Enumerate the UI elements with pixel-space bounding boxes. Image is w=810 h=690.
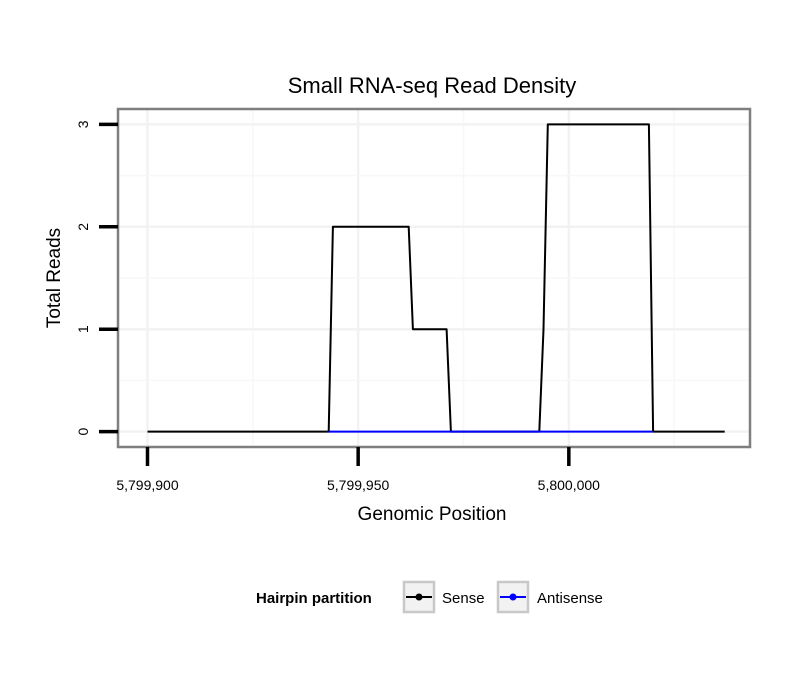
x-tick-label: 5,799,900 [116,477,178,493]
legend-label-sense: Sense [442,590,485,607]
y-tick-label: 3 [75,120,91,128]
legend-point-sense [415,593,423,601]
legend-label-antisense: Antisense [537,590,603,607]
y-tick-label: 1 [75,325,91,333]
y-axis: 0 1 2 3 [75,120,118,435]
legend: Hairpin partition Sense Antisense [256,580,603,614]
chart-title: Small RNA-seq Read Density [288,73,577,98]
x-axis-title: Genomic Position [358,504,507,525]
x-tick-label: 5,800,000 [538,477,600,493]
plot-border [116,107,752,449]
legend-title: Hairpin partition [256,590,372,607]
legend-point-antisense [509,593,517,601]
series-layer [147,123,725,433]
x-axis: 5,799,900 5,799,950 5,800,000 [116,447,600,493]
y-tick-label: 2 [75,223,91,231]
y-tick-label: 0 [75,427,91,435]
y-axis-title: Total Reads [44,228,65,328]
x-tick-label: 5,799,950 [327,477,389,493]
